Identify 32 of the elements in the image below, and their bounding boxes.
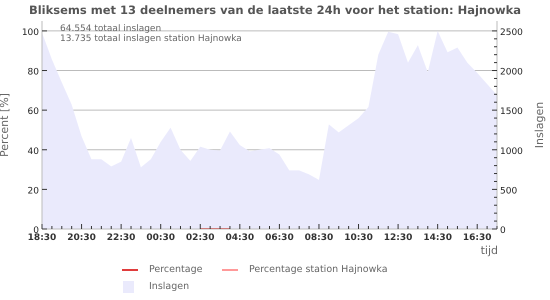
x-tick-label: 04:30	[226, 233, 254, 243]
y2-tick-label: 1000	[500, 146, 524, 157]
x-tick-label: 18:30	[28, 233, 56, 243]
y2-tick-label: 2500	[500, 28, 524, 38]
x-tick-label: 02:30	[186, 233, 215, 243]
x-tick-label: 12:30	[384, 233, 412, 243]
y2-tick-label: 2000	[500, 68, 524, 78]
x-tick-label: 10:30	[344, 233, 373, 243]
x-tick-label: 22:30	[106, 233, 136, 243]
x-tick-label: 00:30	[146, 233, 176, 243]
x-axis-title: tijd	[480, 244, 498, 257]
annotation: 13.735 totaal inslagen station Hajnowka	[60, 34, 242, 44]
x-tick-label: 14:30	[423, 233, 452, 243]
y-tick-label: 20	[28, 186, 40, 196]
y-tick-label: 80	[28, 68, 40, 78]
y-tick-label: 100	[22, 28, 40, 38]
y-axis-title: Percent [%]	[0, 93, 11, 157]
y2-tick-label: 1500	[500, 107, 524, 118]
x-tick-label: 20:30	[67, 233, 96, 243]
chart-title: Bliksems met 13 deelnemers van de laatste 24h voor het station: Hajnowka	[28, 2, 522, 18]
y-tick-label: 60	[28, 107, 40, 118]
legend-label: Percentage	[149, 264, 202, 275]
x-tick-label: 08:30	[304, 233, 334, 243]
y-tick-label: 40	[28, 146, 40, 157]
x-tick-label: 06:30	[265, 233, 294, 243]
y2-tick-label: 0	[500, 226, 506, 236]
y2-axis-title: Inslagen	[532, 102, 546, 148]
legend-label: Percentage station Hajnowka	[249, 264, 388, 275]
y2-tick-label: 500	[500, 186, 518, 196]
x-tick-label: 16:30	[462, 233, 492, 243]
legend-label: Inslagen	[149, 281, 190, 292]
annotation: 64.554 totaal inslagen	[60, 24, 162, 34]
